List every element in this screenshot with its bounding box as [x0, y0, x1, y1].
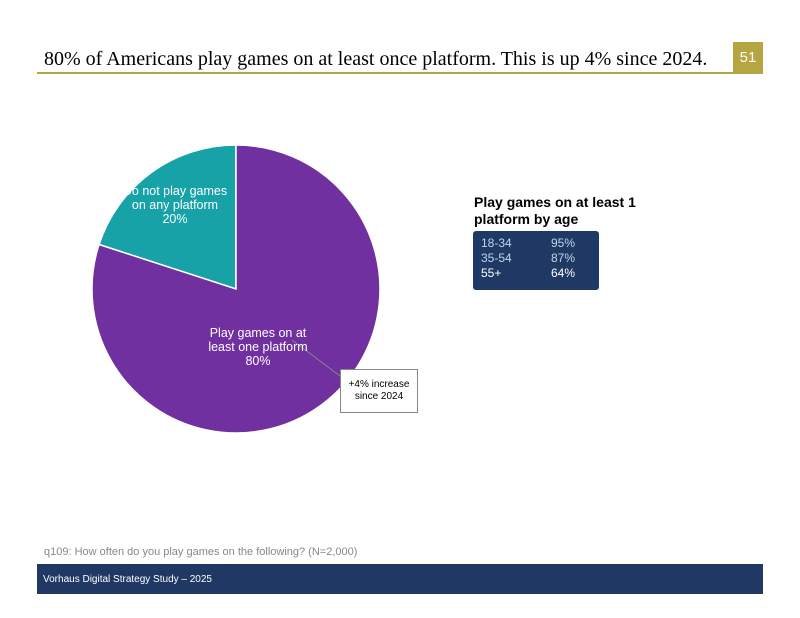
slice-label-text: 80% [245, 354, 271, 368]
table-cell: 64% [551, 266, 576, 280]
table-cell: 18-34 [481, 236, 512, 250]
annotation-leader [291, 339, 341, 377]
page-number: 51 [733, 42, 763, 73]
table-title: Play games on at least 1 platform by age [474, 194, 636, 227]
table-cell: 35-54 [481, 251, 512, 265]
slice-label-text: Do not play games on any platform [122, 184, 228, 212]
pie-slice [98, 144, 237, 291]
slice-label: Play games on at least one platform 80% [203, 326, 313, 368]
pie-slice [91, 144, 381, 434]
slice-label-text: Play games on at least one platform [208, 326, 308, 354]
table: 18-34 95% 35-54 87% 55+ 64% [481, 236, 575, 281]
table-row: 55+ 64% [481, 266, 575, 281]
table-row: 18-34 95% [481, 236, 575, 251]
table-cell: 55+ [481, 266, 502, 280]
table-cell: 87% [551, 251, 576, 265]
footer-text: Vorhaus Digital Strategy Study – 2025 [43, 574, 212, 585]
footer-bar [37, 564, 763, 594]
slide-title: 80% of Americans play games on at least … [44, 48, 708, 70]
table-cell: 95% [551, 236, 576, 250]
age-table: 18-34 95% 35-54 87% 55+ 64% [473, 231, 599, 290]
slice-label: Do not play games on any platform 20% [120, 184, 230, 226]
title-rule [37, 72, 763, 74]
table-row: 35-54 87% [481, 251, 575, 266]
footnote: q109: How often do you play games on the… [44, 546, 358, 558]
slice-label-text: 20% [162, 212, 188, 226]
annotation: +4% increase since 2024 [340, 369, 418, 413]
